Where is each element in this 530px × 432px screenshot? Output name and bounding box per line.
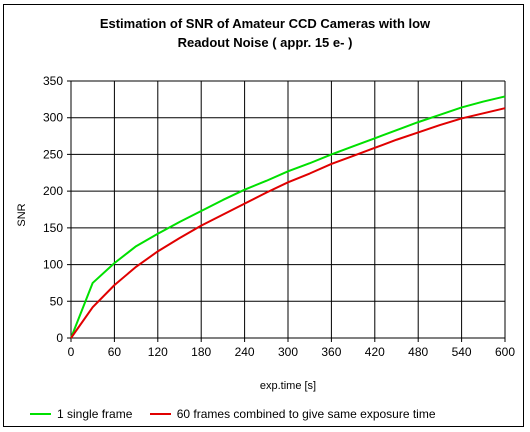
series-line-single-frame xyxy=(70,95,506,339)
chart-legend: 1 single frame 60 frames combined to giv… xyxy=(30,404,450,421)
x-tick-label: 480 xyxy=(408,345,428,359)
x-tick-label: 0 xyxy=(68,345,75,359)
chart-frame xyxy=(3,4,524,427)
series-line-60-frames xyxy=(70,107,506,339)
x-tick-label: 600 xyxy=(495,345,515,359)
legend-item-60-frames: 60 frames combined to give same exposure… xyxy=(149,407,436,421)
legend-swatch-red xyxy=(149,413,171,415)
y-tick-label: 50 xyxy=(50,294,64,308)
plot-series xyxy=(70,95,506,339)
legend-swatch-green xyxy=(30,413,51,415)
x-tick-label: 180 xyxy=(191,345,211,359)
x-axis-label: exp.time [s] xyxy=(260,380,316,392)
y-tick-label: 100 xyxy=(43,258,63,272)
legend-label-60-frames: 60 frames combined to give same exposure… xyxy=(176,407,436,421)
legend-label-single-frame: 1 single frame xyxy=(57,407,133,421)
x-tick-label: 300 xyxy=(278,345,298,359)
x-tick-label: 120 xyxy=(148,345,168,359)
x-tick-label: 60 xyxy=(108,345,122,359)
plot-grid xyxy=(67,80,506,342)
x-tick-label: 240 xyxy=(235,345,255,359)
x-tick-label: 540 xyxy=(452,345,472,359)
chart-title-line2: Readout Noise ( appr. 15 e- ) xyxy=(177,35,353,50)
x-tick-label: 420 xyxy=(365,345,385,359)
chart-title-line1: Estimation of SNR of Amateur CCD Cameras… xyxy=(99,16,431,31)
x-tick-label: 360 xyxy=(321,345,341,359)
y-tick-label: 350 xyxy=(43,74,63,88)
y-tick-label: 0 xyxy=(56,331,63,345)
y-tick-label: 200 xyxy=(43,184,63,198)
y-axis-label: SNR xyxy=(16,203,28,226)
y-tick-label: 150 xyxy=(43,221,63,235)
y-tick-label: 250 xyxy=(43,147,63,161)
y-tick-label: 300 xyxy=(43,111,63,125)
legend-item-single-frame: 1 single frame xyxy=(30,407,132,421)
axis-ticks: 0 60 120 180 240 300 360 420 480 540 600 0 50 100 150 2… xyxy=(43,74,515,359)
